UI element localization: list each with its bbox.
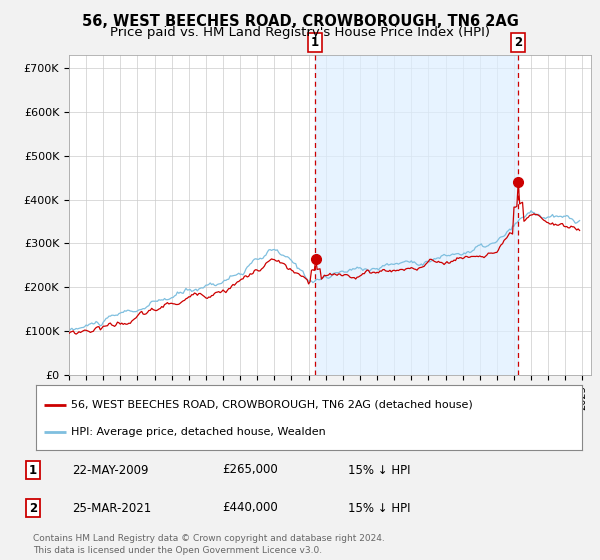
Text: HPI: Average price, detached house, Wealden: HPI: Average price, detached house, Weal… [71, 427, 326, 437]
Text: 56, WEST BEECHES ROAD, CROWBOROUGH, TN6 2AG (detached house): 56, WEST BEECHES ROAD, CROWBOROUGH, TN6 … [71, 399, 473, 409]
Text: 2: 2 [29, 502, 37, 515]
Text: 22-MAY-2009: 22-MAY-2009 [72, 464, 149, 477]
Text: 15% ↓ HPI: 15% ↓ HPI [348, 502, 410, 515]
Text: 1: 1 [29, 464, 37, 477]
Text: 1: 1 [311, 36, 319, 49]
Text: 56, WEST BEECHES ROAD, CROWBOROUGH, TN6 2AG: 56, WEST BEECHES ROAD, CROWBOROUGH, TN6 … [82, 14, 518, 29]
Text: 2: 2 [514, 36, 522, 49]
Text: £265,000: £265,000 [222, 464, 278, 477]
Text: 25-MAR-2021: 25-MAR-2021 [72, 502, 151, 515]
Bar [315, 55, 518, 375]
Text: Price paid vs. HM Land Registry's House Price Index (HPI): Price paid vs. HM Land Registry's House … [110, 26, 490, 39]
Text: Contains HM Land Registry data © Crown copyright and database right 2024.: Contains HM Land Registry data © Crown c… [33, 534, 385, 543]
Text: £440,000: £440,000 [222, 502, 278, 515]
Text: This data is licensed under the Open Government Licence v3.0.: This data is licensed under the Open Gov… [33, 546, 322, 555]
Text: 15% ↓ HPI: 15% ↓ HPI [348, 464, 410, 477]
